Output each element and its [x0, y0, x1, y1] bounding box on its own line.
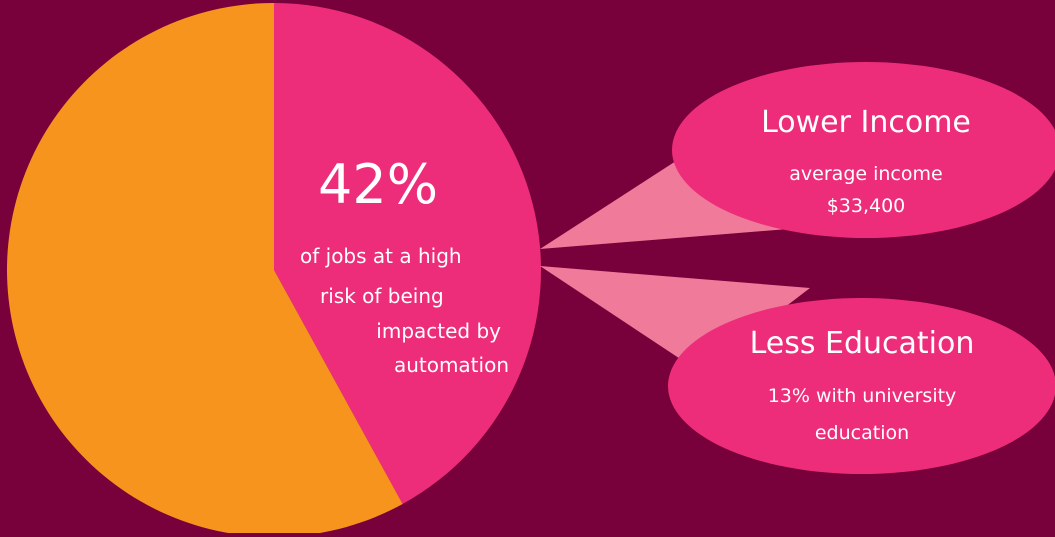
slice-description-line: automation	[394, 353, 509, 377]
pie-slice-other	[7, 3, 403, 537]
callout-line: $33,400	[827, 195, 906, 217]
callout-line: 13% with university	[768, 385, 957, 407]
pie-slice-high-risk	[274, 3, 542, 504]
callout-title: Less Education	[750, 326, 975, 361]
pie-slices	[7, 3, 542, 537]
slice-description-line: impacted by	[376, 319, 501, 343]
slice-description: of jobs at a high risk of being impacted…	[300, 244, 509, 377]
callout-bubble	[668, 298, 1055, 474]
callout-wedge-education	[540, 266, 810, 372]
callout-bubble	[672, 62, 1055, 238]
callout-title: Lower Income	[761, 105, 971, 140]
slice-description-line: of jobs at a high	[300, 244, 462, 268]
slice-percent-label: 42%	[318, 153, 438, 216]
callout-line: education	[815, 422, 909, 444]
callout-lower-income: Lower Income average income $33,400	[672, 62, 1055, 238]
callout-line: average income	[789, 163, 942, 185]
callout-less-education: Less Education 13% with university educa…	[668, 298, 1055, 474]
slice-description-line: risk of being	[320, 284, 444, 308]
callout-wedge-income	[540, 150, 800, 249]
